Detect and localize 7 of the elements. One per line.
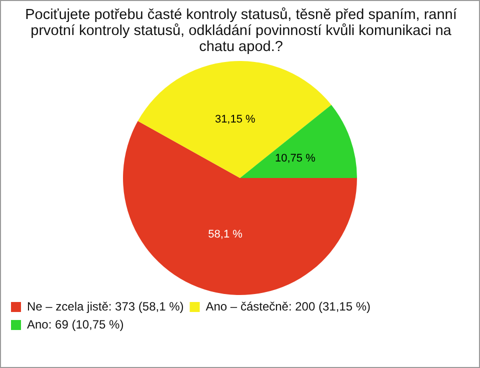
legend-label: Ano – částečně: 200 (31,15 %) (206, 299, 371, 314)
data-label: 58,1 % (208, 228, 243, 241)
legend-label: Ano: 69 (10,75 %) (27, 317, 124, 332)
legend-label: Ne – zcela jistě: 373 (58,1 %) (27, 299, 184, 314)
data-label: 10,75 % (275, 152, 316, 165)
data-label: 31,15 % (214, 114, 256, 126)
chart-title: Pociťujete potřebu časté kontroly statusů, těsně před spaním, ranní prvotní kontroly statusů, odkládání povinností kvůli komunikaci na chatu apod.? (24, 7, 458, 55)
